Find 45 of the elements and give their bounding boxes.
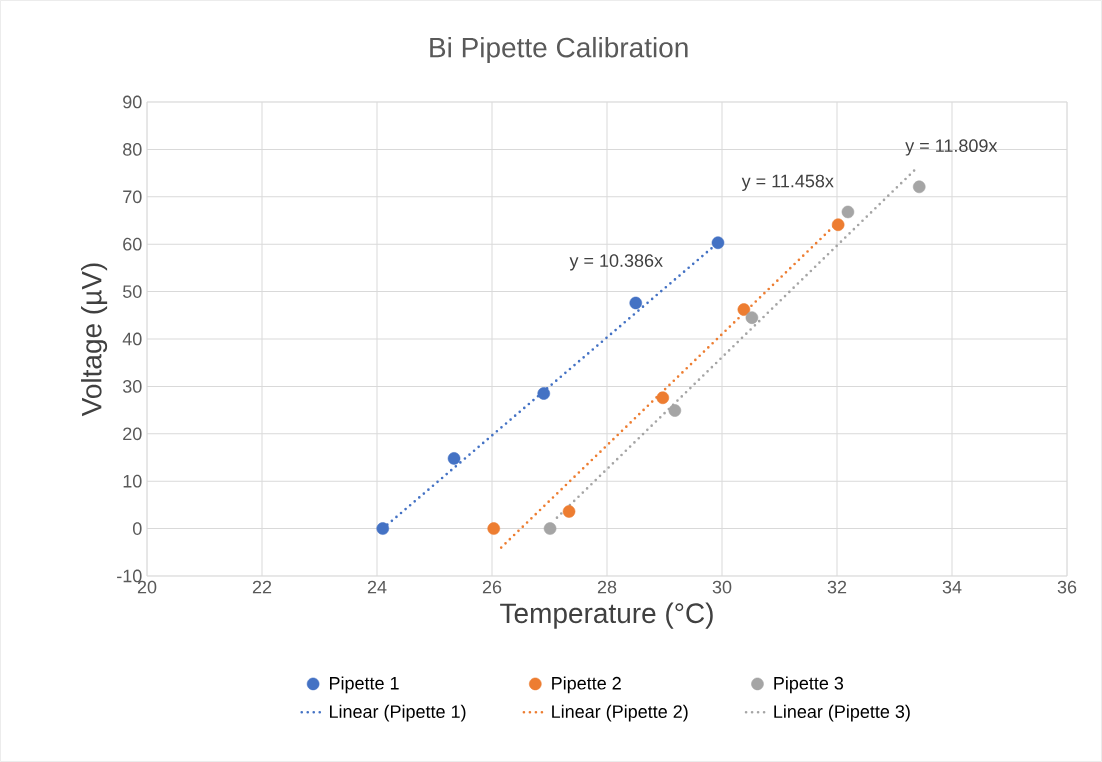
point [745,311,759,324]
point [668,404,682,417]
annotation: y = 11.458x [741,174,834,191]
y-tick-label: 60 [123,237,142,251]
x-tick-label: 36 [1057,580,1077,594]
point [737,303,751,316]
y-tick-label: 50 [122,285,142,298]
y-tick-label: 10 [123,474,142,488]
legend-label: Pipette 2 [552,676,621,694]
point [543,522,557,535]
y-axis-title: Voltage (µV) [81,263,108,417]
y-tick-label: 0 [133,522,142,535]
x-tick-label: 24 [367,580,387,594]
x-tick-label: 26 [482,580,502,594]
legend-label: Pipette 1 [330,676,399,694]
legend-label: Linear (Pipette 2) [552,704,688,722]
point [629,296,643,310]
y-tick-label: 70 [123,190,142,204]
x-tick-label: 22 [252,580,272,594]
y-tick-label: 30 [122,380,142,393]
x-tick-label: 32 [827,580,847,594]
x-axis-title: Temperature (°C) [500,602,713,629]
point [376,522,390,535]
point [912,180,926,194]
annotation: y = 10.386x [569,254,663,271]
legend-label: Linear (Pipette 3) [774,704,910,722]
point [841,205,855,219]
point [447,452,461,465]
chart-title: Bi Pipette Calibration [430,36,688,64]
legend-label: Pipette 3 [774,676,844,694]
annotation: y = 11.809x [905,139,998,156]
legend-label: Linear (Pipette 1) [330,704,466,722]
point [711,236,725,250]
y-tick-label: 90 [123,95,142,109]
point [487,522,500,535]
point [831,218,845,232]
point [562,505,576,518]
point [537,387,551,400]
y-tick-label: 40 [122,332,142,346]
x-tick-label: 34 [942,580,962,594]
x-tick-label: 28 [597,580,617,594]
x-tick-label: 30 [712,580,732,594]
y-tick-label: 20 [123,427,142,441]
y-tick-label: 80 [123,143,142,156]
point [656,391,670,405]
